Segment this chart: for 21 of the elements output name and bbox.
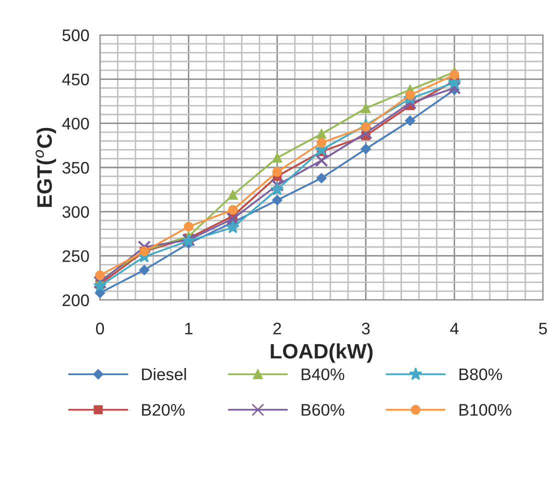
x-tick-label: 1 (185, 322, 192, 334)
x-tick-label: 4 (450, 322, 459, 334)
x-tick-label: 5 (539, 322, 547, 334)
legend-label: B80% (460, 368, 502, 380)
y-tick-label: 400 (62, 118, 89, 130)
y-tick-label: 200 (62, 294, 89, 306)
y-tick-label: 250 (62, 250, 89, 262)
y-tick-label: 350 (62, 162, 89, 174)
x-tick-label: 3 (362, 322, 370, 334)
x-axis-title: LOAD(kW) (270, 343, 373, 363)
legend-label: B60% (302, 404, 344, 416)
y-axis-title: EGT($^{o}$C) (36, 128, 56, 207)
y-tick-label: 450 (62, 74, 89, 86)
y-tick-label: 500 (62, 29, 89, 42)
legend-label: B40% (302, 368, 344, 380)
legend-label: Diesel (142, 368, 186, 380)
legend-label: B20% (142, 404, 185, 416)
legend-label: B100% (460, 404, 512, 416)
y-tick-label: 300 (62, 206, 89, 218)
x-tick-label: 2 (273, 322, 281, 334)
x-tick-label: 0 (96, 322, 104, 334)
